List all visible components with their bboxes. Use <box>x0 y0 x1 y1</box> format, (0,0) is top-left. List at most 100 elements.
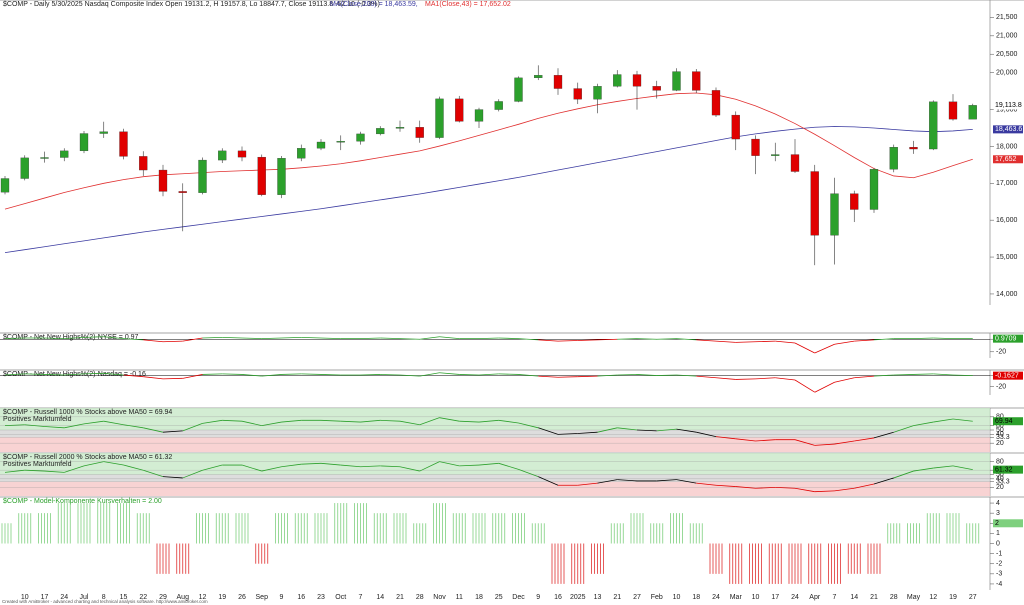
indicator-segment <box>380 374 401 376</box>
indicator-segment <box>182 337 203 342</box>
indicator-segment <box>913 337 934 340</box>
indicator-segment <box>459 374 480 376</box>
indicator-segment <box>715 377 736 380</box>
value-box <box>993 334 1023 343</box>
x-tick-label: 16 <box>297 594 305 601</box>
indicator-segment <box>794 487 815 493</box>
x-tick-label: Feb <box>651 594 663 601</box>
indicator-segment <box>538 375 559 378</box>
value-box-label: 69.94 <box>995 418 1013 425</box>
value-box <box>993 371 1023 380</box>
indicator-segment <box>557 433 578 435</box>
candle-body <box>850 193 859 210</box>
y-tick-label: -4 <box>996 581 1002 588</box>
band <box>0 408 990 430</box>
x-tick-label: 10 <box>673 594 681 601</box>
x-tick-label: 26 <box>238 594 246 601</box>
indicator-segment <box>360 419 381 423</box>
indicator-segment <box>893 374 914 376</box>
indicator-segment <box>775 340 796 344</box>
candle-body <box>909 147 918 150</box>
x-tick-label: 24 <box>712 594 720 601</box>
panel-subtitle: Positives Marktumfeld <box>3 416 72 423</box>
indicator-segment <box>854 437 875 442</box>
indicator-segment <box>478 419 499 423</box>
band <box>0 481 990 496</box>
candle-body <box>593 86 602 100</box>
x-tick-label: Jul <box>80 594 89 601</box>
candle-body <box>237 150 247 158</box>
indicator-segment <box>202 336 223 339</box>
indicator-segment <box>854 375 875 379</box>
indicator-segment <box>478 373 499 376</box>
indicator-segment <box>518 422 539 429</box>
indicator-segment <box>696 482 717 486</box>
x-tick-label: 24 <box>791 594 799 601</box>
value-box-label: 17,652 <box>995 156 1017 163</box>
indicator-segment <box>261 466 282 472</box>
indicator-segment <box>419 372 440 377</box>
y-tick-label: 18,000 <box>996 143 1018 150</box>
indicator-segment <box>538 339 559 342</box>
indicator-segment <box>162 430 183 433</box>
y-tick-label: -1 <box>996 550 1002 557</box>
indicator-segment <box>794 342 815 354</box>
indicator-segment <box>459 420 480 423</box>
indicator-segment <box>557 376 578 378</box>
indicator-segment <box>696 431 717 437</box>
indicator-segment <box>399 420 420 426</box>
indicator-segment <box>419 336 440 340</box>
x-tick-label: 14 <box>376 594 384 601</box>
indicator-segment <box>320 374 341 376</box>
y-tick-label: 40 <box>996 476 1004 483</box>
indicator-segment <box>439 372 460 375</box>
y-tick-label: -3 <box>996 571 1002 578</box>
x-tick-label: 15 <box>120 594 128 601</box>
indicator-segment <box>538 476 559 486</box>
indicator-segment <box>182 423 203 432</box>
value-box <box>993 125 1023 134</box>
candle-body <box>830 193 839 236</box>
indicator-segment <box>676 338 697 341</box>
indicator-segment <box>320 337 341 340</box>
ma43-legend: MA1(Close,43) = 17,652.02 <box>425 1 511 8</box>
y-tick-label: 1 <box>996 530 1000 537</box>
indicator-segment <box>933 465 954 469</box>
indicator-segment <box>162 377 183 380</box>
y-tick-label: 80 <box>996 458 1004 465</box>
x-tick-label: Sep <box>256 594 269 601</box>
candle-body <box>692 71 701 91</box>
indicator-segment <box>202 419 223 424</box>
x-tick-label: 28 <box>416 594 424 601</box>
x-tick-label: 17 <box>771 594 779 601</box>
candle-body <box>356 133 365 142</box>
indicator-segment <box>360 374 381 376</box>
y-tick-label: 60 <box>996 422 1004 429</box>
indicator-segment <box>913 467 934 472</box>
indicator-segment <box>360 337 381 340</box>
indicator-segment <box>696 339 717 342</box>
indicator-segment <box>103 461 124 466</box>
candle-body <box>139 156 148 171</box>
candle-body <box>415 127 424 138</box>
indicator-segment <box>518 374 539 377</box>
panel-title: $COMP - Model-Komponente Kursverhalten =… <box>3 498 162 505</box>
indicator-segment <box>478 337 499 340</box>
indicator-segment <box>241 337 262 340</box>
indicator-segment <box>617 479 638 482</box>
indicator-segment <box>538 427 559 435</box>
indicator-segment <box>617 427 638 431</box>
candle-body <box>316 141 326 149</box>
indicator-segment <box>44 337 65 340</box>
x-tick-label: 17 <box>41 594 49 601</box>
indicator-segment <box>162 476 183 479</box>
indicator-segment <box>123 424 144 429</box>
indicator-segment <box>340 420 361 423</box>
indicator-segment <box>518 338 539 341</box>
indicator-segment <box>755 340 776 343</box>
candle-body <box>731 114 740 140</box>
indicator-segment <box>617 338 638 340</box>
indicator-segment <box>301 336 322 339</box>
